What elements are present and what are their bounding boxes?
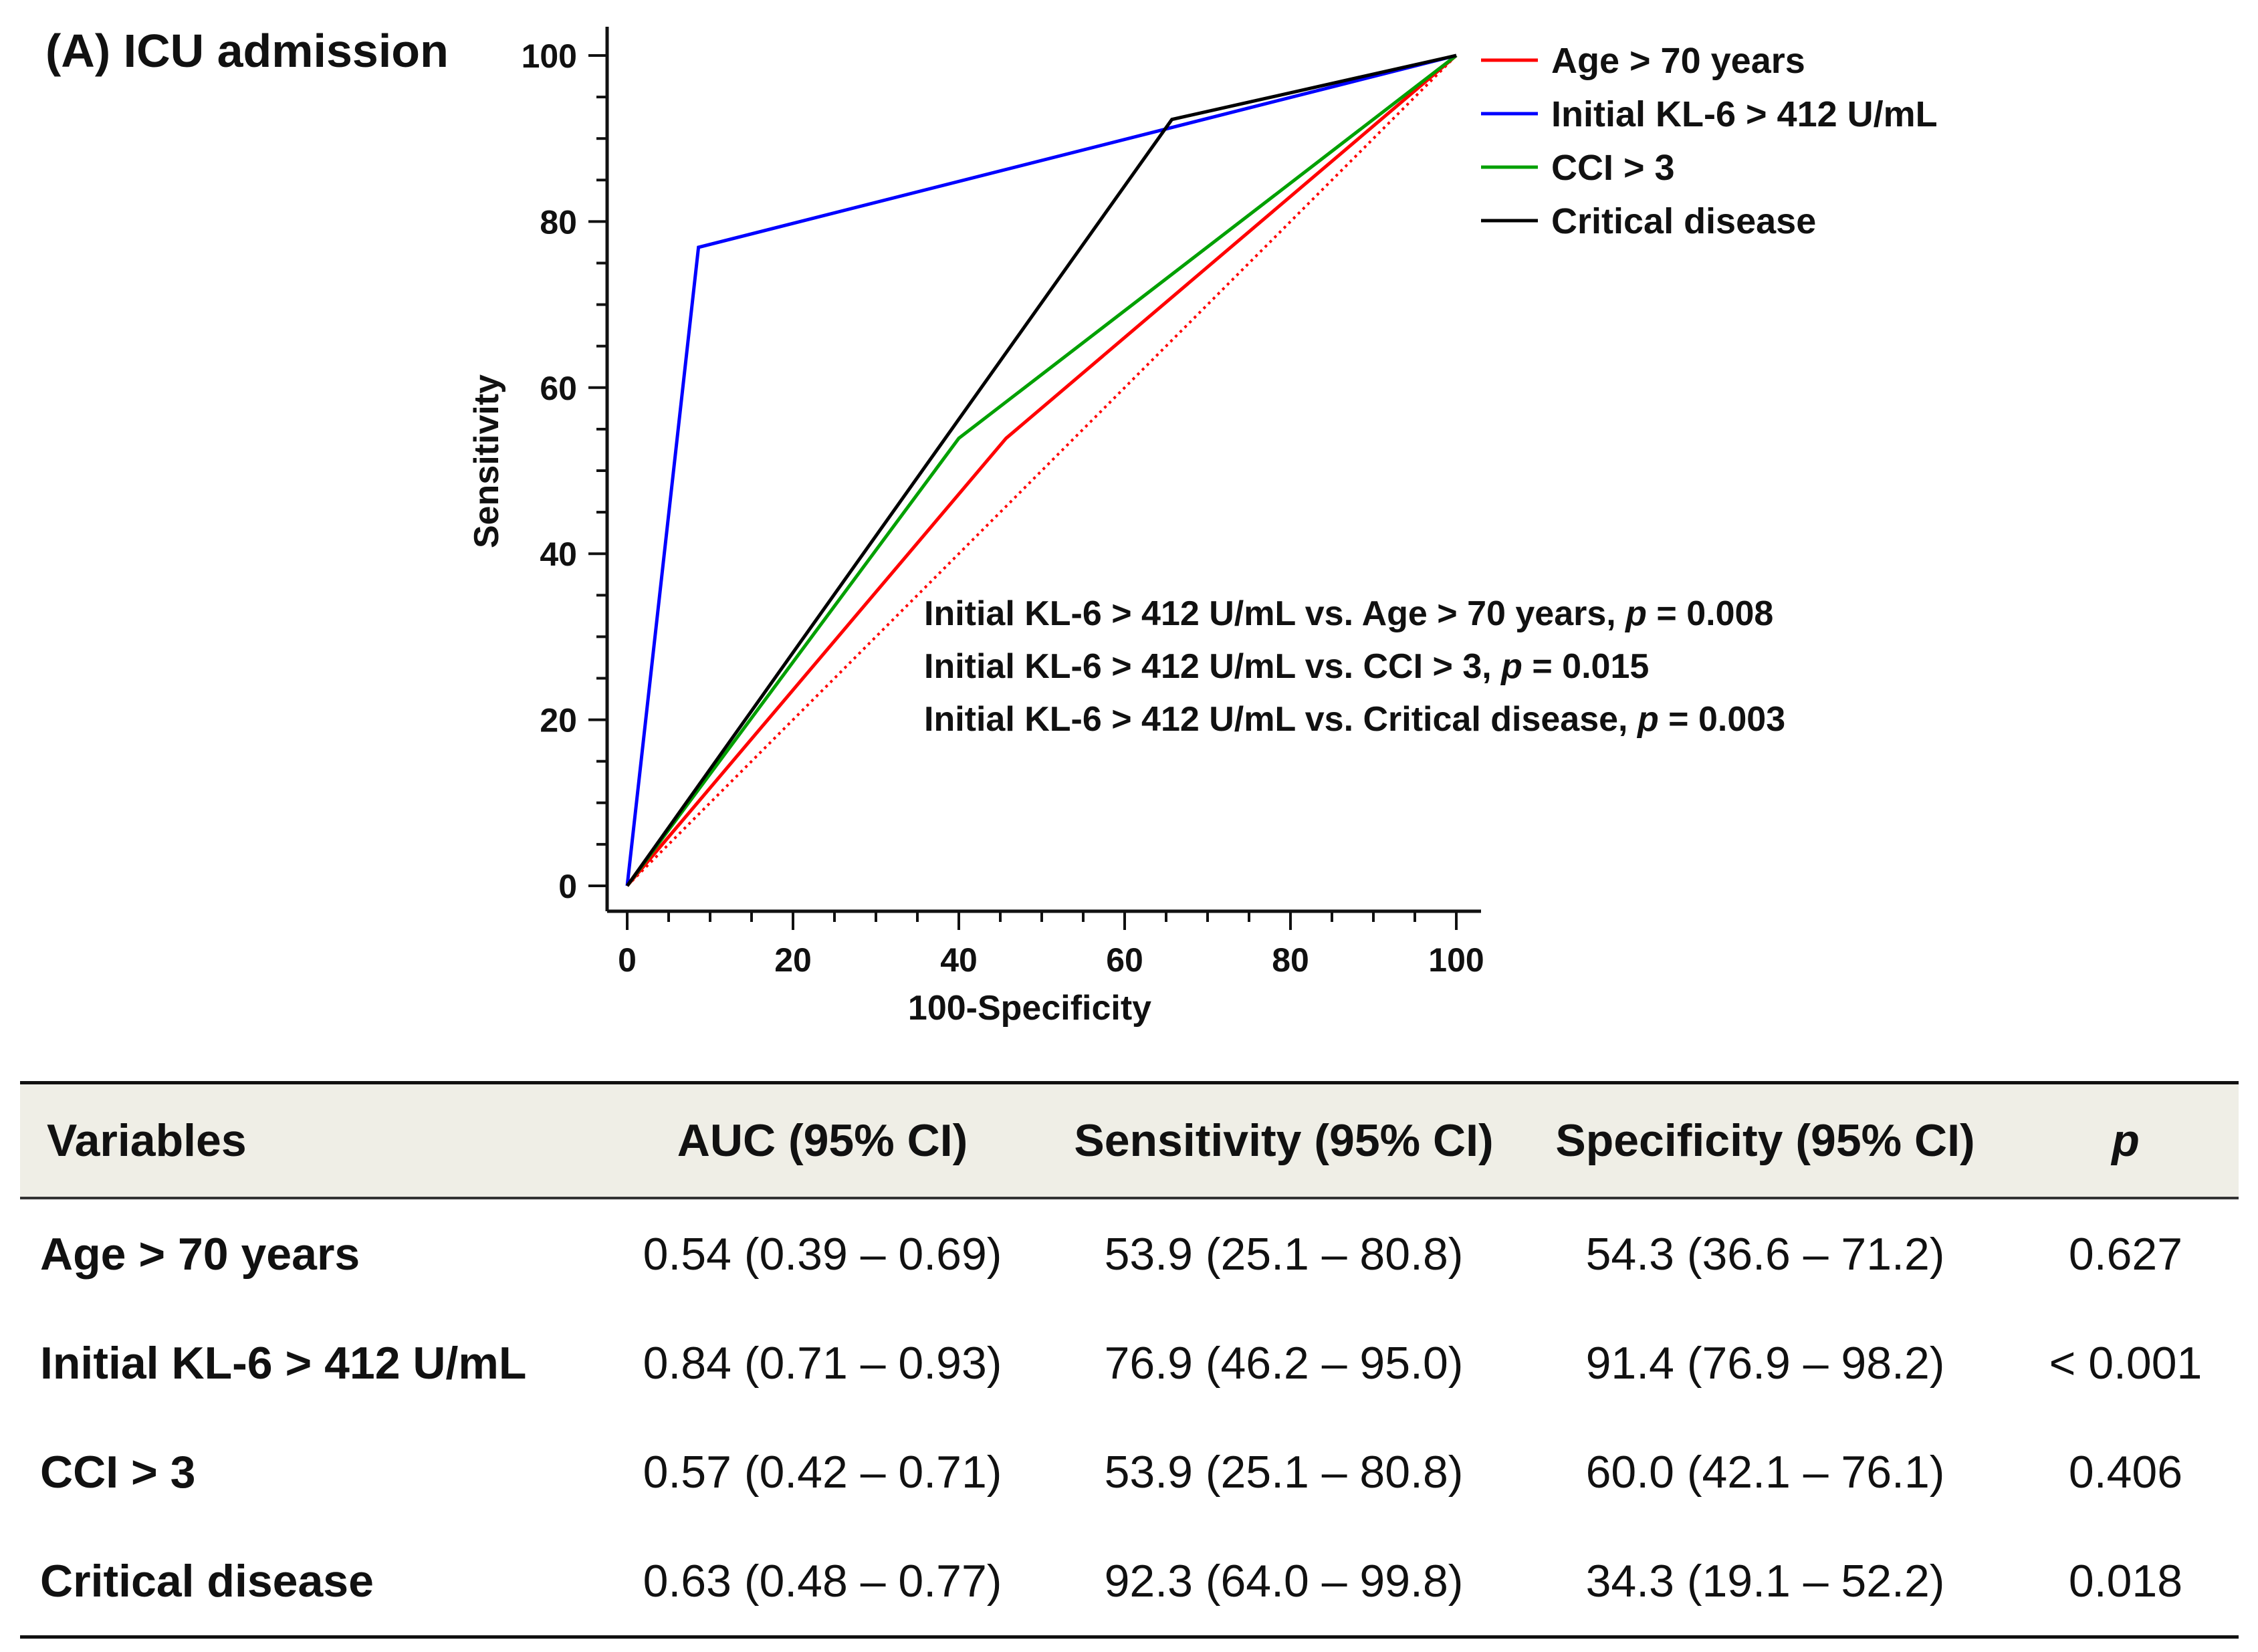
annotation-comparison: Initial KL-6 > 412 U/mL vs. Age > 70 yea… [924,594,1625,633]
cell-p: 0.018 [2013,1526,2239,1639]
cell-auc: 0.84 (0.71 – 0.93) [643,1337,1002,1389]
cell-variable: Age > 70 years [40,1228,360,1280]
annotation-p-value: = 0.015 [1522,647,1649,686]
cell-specificity: 34.3 (19.1 – 52.2) [1518,1526,2013,1639]
annotation-comparison: Initial KL-6 > 412 U/mL vs. Critical dis… [924,700,1638,739]
y-tick-label: 20 [540,702,577,739]
annotation-p-value: = 0.008 [1647,594,1773,633]
cell-p: 0.406 [2068,1446,2183,1498]
legend-entry: CCI > 3 [1551,148,1675,188]
y-axis-label: Sensitivity [467,374,506,548]
cell-variable: CCI > 3 [40,1446,196,1498]
cell-auc: 0.54 (0.39 – 0.69) [643,1228,1002,1280]
annotation-p-label: p [1624,594,1647,633]
cell-p: 0.627 [2068,1228,2183,1280]
annotation-p-value: = 0.003 [1659,700,1785,739]
y-tick-label: 60 [540,370,577,407]
header-sensitivity: Sensitivity (95% CI) [1050,1081,1518,1199]
series-lines [625,53,1458,887]
x-tick-label: 40 [940,941,978,979]
figure-title: (A) ICU admission [45,25,449,77]
cell-sensitivity: 76.9 (46.2 – 95.0) [1104,1337,1464,1389]
cell-variable: Initial KL-6 > 412 U/mL [40,1337,527,1389]
header-specificity: Specificity (95% CI) [1518,1081,2013,1199]
cell-p: < 0.001 [2049,1337,2203,1389]
roc-chart: 0 20 40 60 80 100 0 20 40 60 80 100 Age > 70 years I… [467,27,1938,1028]
cell-specificity: 54.3 (36.6 – 71.2) [1585,1228,1945,1280]
x-tick-label: 0 [618,941,637,979]
y-tick-label: 40 [540,536,577,573]
series-line-critical-disease [625,53,1457,887]
cell-variable: Critical disease [20,1526,595,1639]
x-tick-label: 60 [1106,941,1143,979]
series-line-cci-3 [625,54,1458,887]
header-variables: Variables [20,1081,595,1199]
series-line-initial-kl-6-412-u-ml [625,53,1457,887]
table-row: Age > 70 years 0.54 (0.39 – 0.69) 53.9 (… [20,1198,2239,1308]
annotations: Initial KL-6 > 412 U/mL vs. Age > 70 yea… [924,594,1785,739]
annotation-text: Initial KL-6 > 412 U/mL vs. Age > 70 yea… [924,594,1773,633]
y-tick-label: 80 [540,203,577,241]
legend-entry: Critical disease [1551,201,1816,241]
cell-sensitivity: 53.9 (25.1 – 80.8) [1104,1228,1464,1280]
table-header-row: Variables AUC (95% CI) Sensitivity (95% … [20,1081,2239,1199]
header-p: p [2013,1081,2239,1199]
annotation-p-label: p [1636,700,1659,739]
x-tick-label: 20 [774,941,812,979]
y-tick-label: 100 [522,37,577,75]
legend-entry: Age > 70 years [1551,41,1805,81]
reference-diagonal-line [626,54,1458,887]
annotation-text: Initial KL-6 > 412 U/mL vs. Critical dis… [924,700,1785,739]
annotation-p-label: p [1500,647,1522,686]
cell-specificity: 60.0 (42.1 – 76.1) [1585,1446,1945,1498]
table-row: CCI > 3 0.57 (0.42 – 0.71) 53.9 (25.1 – … [20,1417,2239,1526]
stats-table: Variables AUC (95% CI) Sensitivity (95% … [20,1081,2239,1639]
table-row: Critical disease 0.63 (0.48 – 0.77) 92.3… [20,1526,2239,1639]
table-row: Initial KL-6 > 412 U/mL 0.84 (0.71 – 0.9… [20,1308,2239,1417]
header-auc: AUC (95% CI) [595,1081,1050,1199]
x-axis-label: 100-Specificity [908,989,1151,1028]
cell-specificity: 91.4 (76.9 – 98.2) [1585,1337,1945,1389]
annotation-text: Initial KL-6 > 412 U/mL vs. CCI > 3, p =… [924,647,1649,686]
cell-auc: 0.63 (0.48 – 0.77) [595,1526,1050,1639]
x-tick-label: 80 [1272,941,1309,979]
cell-sensitivity: 92.3 (64.0 – 99.8) [1050,1526,1518,1639]
cell-auc: 0.57 (0.42 – 0.71) [643,1446,1002,1498]
legend: Age > 70 years Initial KL-6 > 412 U/mL CCI… [1481,41,1938,241]
cell-sensitivity: 53.9 (25.1 – 80.8) [1104,1446,1464,1498]
y-tick-label: 0 [558,868,577,905]
x-tick-label: 100 [1428,941,1484,979]
annotation-comparison: Initial KL-6 > 412 U/mL vs. CCI > 3, [924,647,1501,686]
series-line-age-70-years [626,54,1458,887]
legend-entry: Initial KL-6 > 412 U/mL [1551,94,1938,134]
axis-ticks: 0 20 40 60 80 100 0 20 40 60 80 100 [522,37,1484,979]
